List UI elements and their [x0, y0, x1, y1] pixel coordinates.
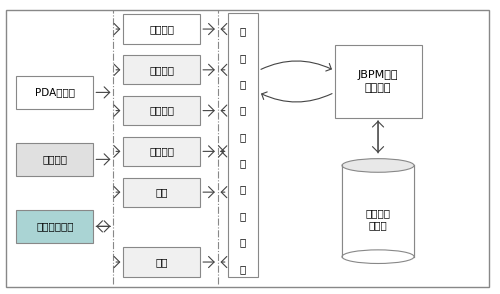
Bar	[228, 13, 258, 277]
Text: PDA移动端: PDA移动端	[35, 87, 75, 97]
Text: 巡: 巡	[240, 26, 246, 36]
Text: 消缺: 消缺	[156, 187, 168, 197]
Text: 巡检系统
数据库: 巡检系统 数据库	[366, 208, 390, 231]
Text: 发现缺陷: 发现缺陷	[149, 24, 174, 34]
Text: 平: 平	[240, 237, 246, 247]
Bar	[123, 55, 200, 84]
Text: 查询统计: 查询统计	[42, 154, 68, 164]
Bar	[16, 76, 94, 109]
Text: 验收: 验收	[156, 257, 168, 267]
Bar	[16, 210, 94, 243]
Text: 流: 流	[240, 132, 246, 142]
Text: 系: 系	[240, 79, 246, 89]
Text: 理: 理	[240, 211, 246, 221]
Bar	[342, 166, 414, 257]
Bar	[123, 178, 200, 207]
Bar	[16, 143, 94, 176]
Text: 审核缺陷: 审核缺陷	[149, 146, 174, 156]
Text: 台: 台	[240, 264, 246, 274]
Bar	[123, 137, 200, 166]
Bar	[334, 45, 422, 118]
Text: 生产管理系统: 生产管理系统	[36, 221, 74, 231]
Text: 统: 统	[240, 106, 246, 116]
Bar	[123, 14, 200, 44]
Bar	[123, 96, 200, 125]
Text: 缺陷登记: 缺陷登记	[149, 65, 174, 75]
Ellipse shape	[342, 159, 414, 172]
Bar	[123, 248, 200, 277]
Ellipse shape	[342, 250, 414, 263]
Text: 程: 程	[240, 158, 246, 168]
Text: 上报缺陷: 上报缺陷	[149, 106, 174, 116]
Bar	[342, 166, 414, 257]
Text: JBPM流程
控制引擎: JBPM流程 控制引擎	[358, 70, 399, 93]
Text: 检: 检	[240, 53, 246, 63]
Text: 处: 处	[240, 185, 246, 195]
